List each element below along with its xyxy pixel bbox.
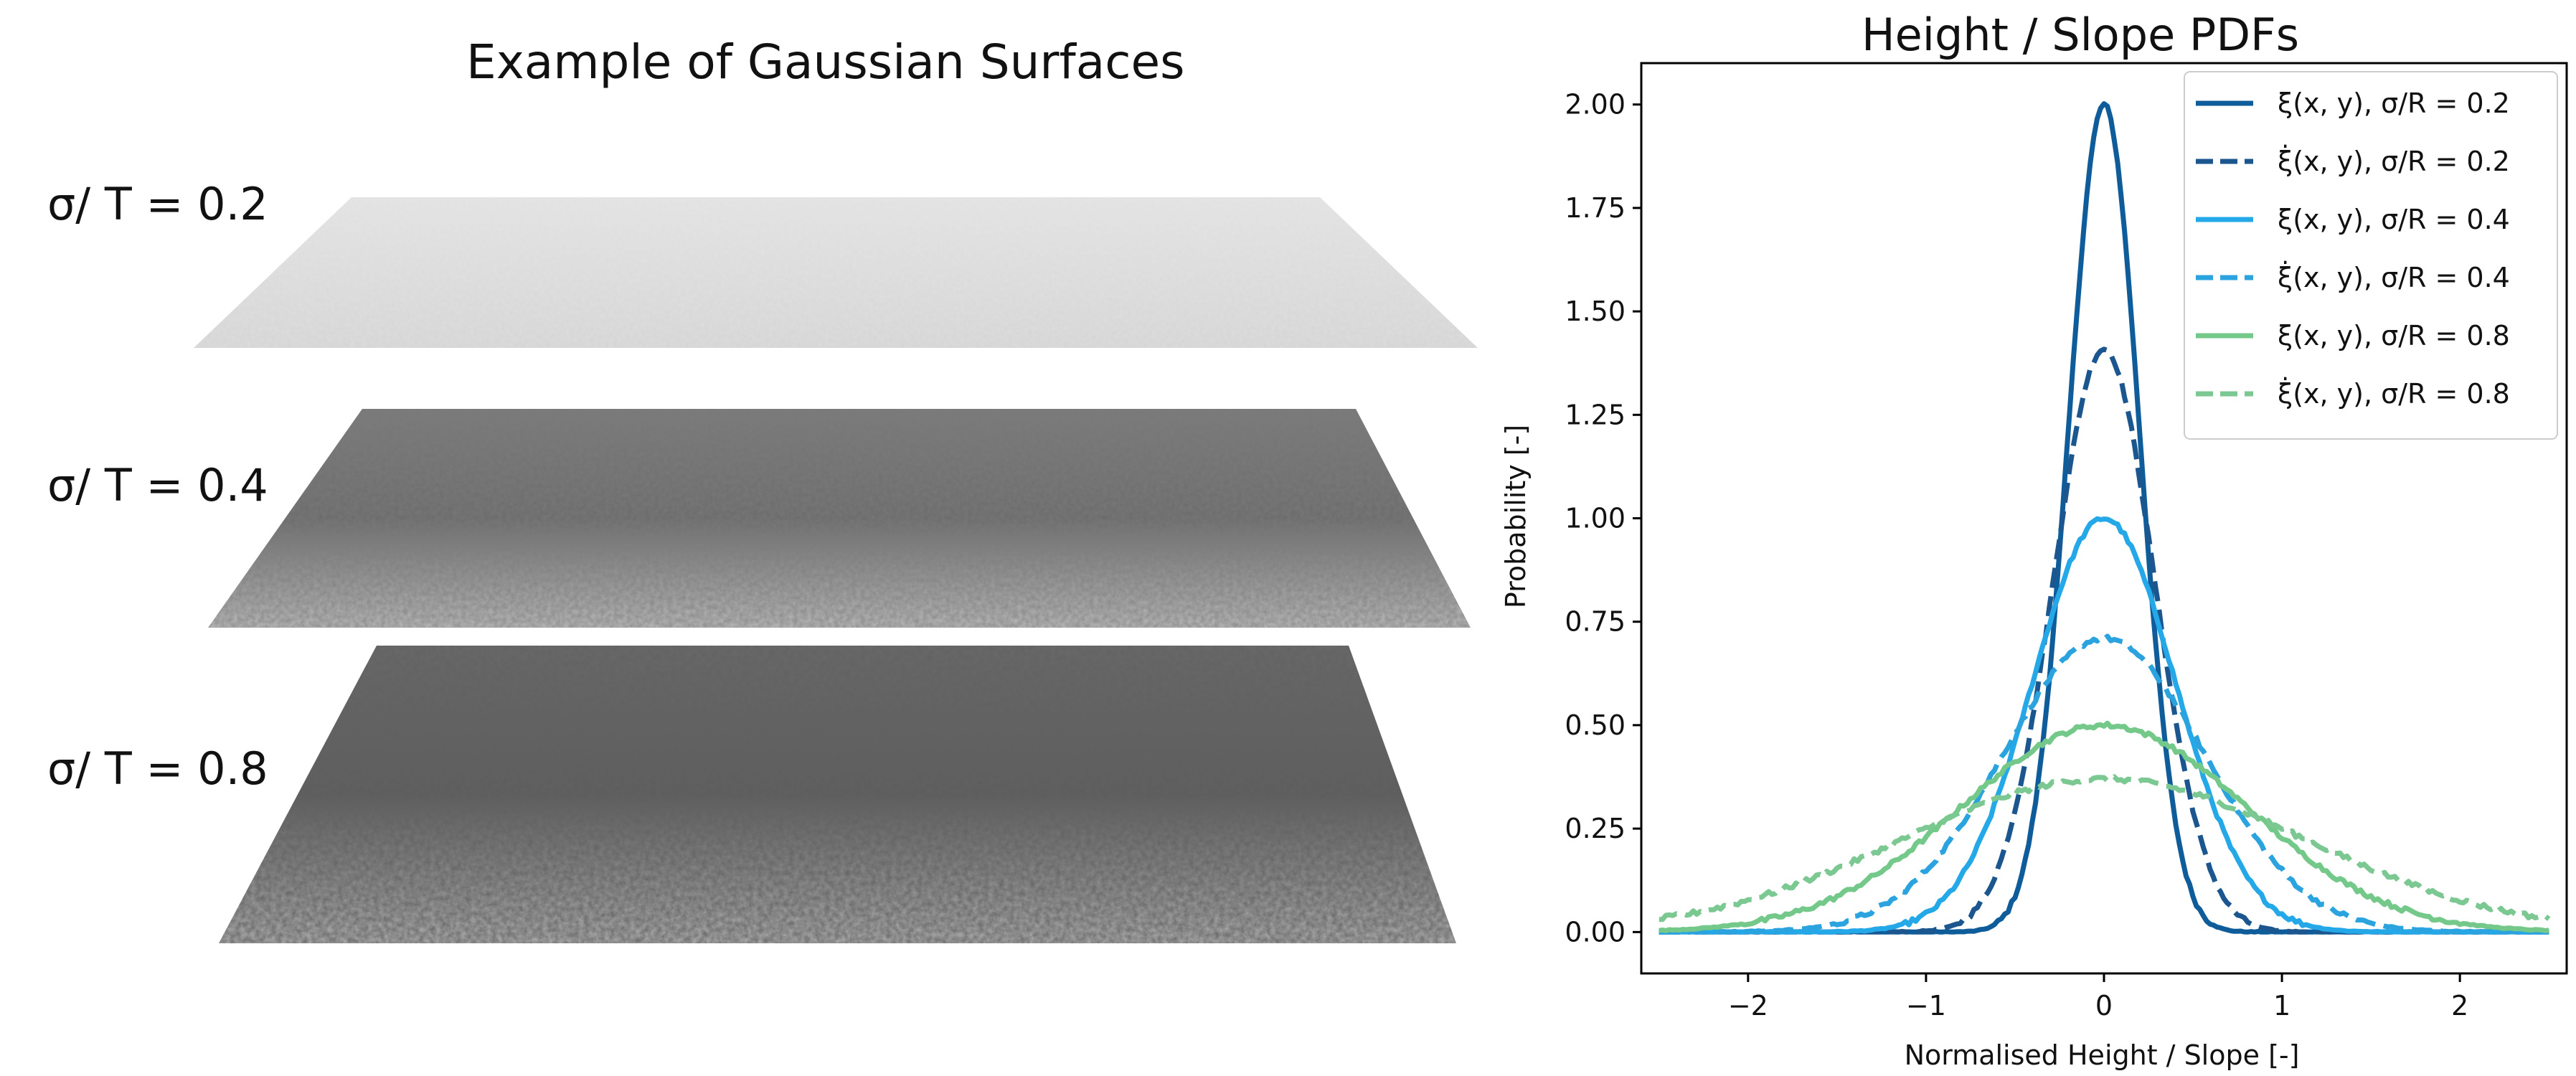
- surface-label-0.8: σ/ T = 0.8: [47, 742, 268, 795]
- surface-sigma-0.8: [219, 646, 1456, 943]
- series-line-5: [1659, 774, 2551, 922]
- y-axis-label: Probability [-]: [1500, 425, 1532, 608]
- surface-label-0.2: σ/ T = 0.2: [47, 178, 268, 230]
- y-tick-label: 0.25: [1565, 813, 1626, 844]
- x-axis-label: Normalised Height / Slope [-]: [1905, 1039, 2300, 1071]
- legend-box: [2184, 71, 2558, 440]
- y-tick-label: 2.00: [1565, 89, 1626, 121]
- surfaces-title: Example of Gaussian Surfaces: [466, 34, 1185, 90]
- legend-label: ξ̇(x, y), σ/R = 0.4: [2278, 261, 2510, 293]
- legend-label: ξ(x, y), σ/R = 0.4: [2278, 204, 2510, 235]
- surface-sigma-0.2: [194, 197, 1478, 348]
- legend-label: ξ(x, y), σ/R = 0.8: [2278, 320, 2510, 351]
- y-tick-label: 1.00: [1565, 503, 1626, 534]
- legend: ξ(x, y), σ/R = 0.2 ξ̇(x, y), σ/R = 0.2 ξ(x…: [2184, 71, 2558, 440]
- y-tick-label: 1.25: [1565, 399, 1626, 430]
- chart-title: Height / Slope PDFs: [1862, 9, 2299, 61]
- x-tick-label: 1: [2273, 990, 2290, 1021]
- y-tick-label: 0.50: [1565, 709, 1626, 741]
- pdf-chart: Height / Slope PDFs −2 −1 0 1 2 0.00 0.25 0.50 0…: [1500, 9, 2568, 1071]
- y-tick-label: 1.75: [1565, 192, 1626, 224]
- axes-layer: −2 −1 0 1 2 0.00 0.25 0.50 0.75 1.00 1.25 1.50 1.75 2…: [1565, 89, 2468, 1021]
- legend-label: ξ̇(x, y), σ/R = 0.8: [2278, 377, 2510, 410]
- y-tick-label: 0.00: [1565, 916, 1626, 948]
- y-tick-label: 0.75: [1565, 606, 1626, 638]
- x-tick-label: 2: [2451, 990, 2468, 1021]
- legend-label: ξ(x, y), σ/R = 0.2: [2278, 88, 2510, 119]
- series-line-2: [1659, 516, 2549, 935]
- surface-label-0.4: σ/ T = 0.4: [47, 459, 268, 511]
- x-tick-label: 0: [2095, 990, 2113, 1021]
- surface-panel: [194, 197, 1478, 943]
- surface-sigma-0.4: [208, 409, 1471, 628]
- legend-label: ξ̇(x, y), σ/R = 0.2: [2278, 145, 2510, 177]
- series-layer: [1659, 101, 2551, 935]
- x-tick-label: −1: [1906, 990, 1946, 1021]
- x-tick-label: −2: [1728, 990, 1768, 1021]
- series-line-3: [1659, 633, 2549, 935]
- y-tick-label: 1.50: [1565, 296, 1626, 327]
- series-line-4: [1659, 720, 2549, 933]
